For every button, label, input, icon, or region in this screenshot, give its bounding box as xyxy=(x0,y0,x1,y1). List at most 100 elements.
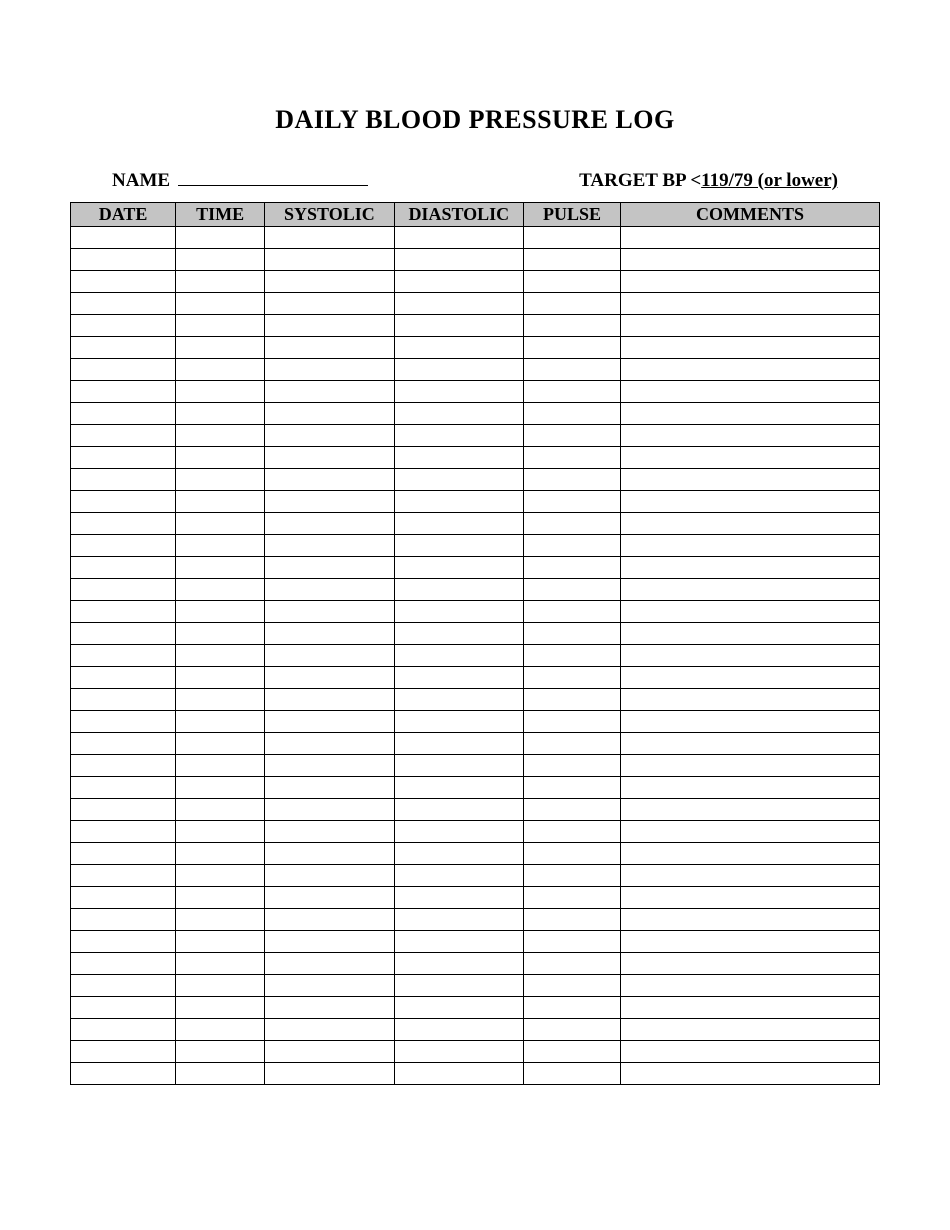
table-cell[interactable] xyxy=(265,227,394,249)
table-cell[interactable] xyxy=(176,1063,265,1085)
table-cell[interactable] xyxy=(265,843,394,865)
table-cell[interactable] xyxy=(394,513,523,535)
table-cell[interactable] xyxy=(621,689,880,711)
table-cell[interactable] xyxy=(524,601,621,623)
table-cell[interactable] xyxy=(265,513,394,535)
table-cell[interactable] xyxy=(524,1019,621,1041)
table-cell[interactable] xyxy=(524,711,621,733)
table-cell[interactable] xyxy=(176,227,265,249)
table-cell[interactable] xyxy=(176,755,265,777)
table-cell[interactable] xyxy=(524,557,621,579)
table-cell[interactable] xyxy=(71,777,176,799)
table-cell[interactable] xyxy=(621,557,880,579)
table-cell[interactable] xyxy=(71,689,176,711)
table-cell[interactable] xyxy=(621,953,880,975)
table-cell[interactable] xyxy=(265,711,394,733)
table-cell[interactable] xyxy=(621,997,880,1019)
table-cell[interactable] xyxy=(265,601,394,623)
table-cell[interactable] xyxy=(621,843,880,865)
table-cell[interactable] xyxy=(71,359,176,381)
table-cell[interactable] xyxy=(394,293,523,315)
table-cell[interactable] xyxy=(621,447,880,469)
table-cell[interactable] xyxy=(394,843,523,865)
table-cell[interactable] xyxy=(621,491,880,513)
table-cell[interactable] xyxy=(524,1063,621,1085)
table-cell[interactable] xyxy=(265,425,394,447)
table-cell[interactable] xyxy=(524,953,621,975)
table-cell[interactable] xyxy=(265,755,394,777)
table-cell[interactable] xyxy=(621,799,880,821)
table-cell[interactable] xyxy=(394,645,523,667)
table-cell[interactable] xyxy=(176,447,265,469)
table-cell[interactable] xyxy=(621,579,880,601)
table-cell[interactable] xyxy=(265,623,394,645)
table-cell[interactable] xyxy=(265,491,394,513)
table-cell[interactable] xyxy=(176,249,265,271)
table-cell[interactable] xyxy=(176,667,265,689)
table-cell[interactable] xyxy=(71,447,176,469)
table-cell[interactable] xyxy=(176,821,265,843)
table-cell[interactable] xyxy=(176,623,265,645)
table-cell[interactable] xyxy=(621,733,880,755)
table-cell[interactable] xyxy=(176,535,265,557)
table-cell[interactable] xyxy=(524,997,621,1019)
table-cell[interactable] xyxy=(621,711,880,733)
table-cell[interactable] xyxy=(265,315,394,337)
table-cell[interactable] xyxy=(524,447,621,469)
table-cell[interactable] xyxy=(71,909,176,931)
table-cell[interactable] xyxy=(176,975,265,997)
table-cell[interactable] xyxy=(71,271,176,293)
table-cell[interactable] xyxy=(176,909,265,931)
table-cell[interactable] xyxy=(394,1063,523,1085)
table-cell[interactable] xyxy=(71,667,176,689)
table-cell[interactable] xyxy=(265,1041,394,1063)
table-cell[interactable] xyxy=(394,689,523,711)
table-cell[interactable] xyxy=(265,953,394,975)
table-cell[interactable] xyxy=(176,799,265,821)
table-cell[interactable] xyxy=(265,887,394,909)
table-cell[interactable] xyxy=(524,931,621,953)
table-cell[interactable] xyxy=(621,359,880,381)
table-cell[interactable] xyxy=(394,1019,523,1041)
table-cell[interactable] xyxy=(265,447,394,469)
table-cell[interactable] xyxy=(394,799,523,821)
table-cell[interactable] xyxy=(176,425,265,447)
table-cell[interactable] xyxy=(71,293,176,315)
table-cell[interactable] xyxy=(621,755,880,777)
table-cell[interactable] xyxy=(394,997,523,1019)
table-cell[interactable] xyxy=(71,425,176,447)
table-cell[interactable] xyxy=(394,733,523,755)
table-cell[interactable] xyxy=(71,513,176,535)
table-cell[interactable] xyxy=(265,821,394,843)
table-cell[interactable] xyxy=(265,799,394,821)
table-cell[interactable] xyxy=(265,909,394,931)
table-cell[interactable] xyxy=(71,711,176,733)
table-cell[interactable] xyxy=(394,931,523,953)
table-cell[interactable] xyxy=(176,645,265,667)
table-cell[interactable] xyxy=(394,777,523,799)
table-cell[interactable] xyxy=(71,799,176,821)
table-cell[interactable] xyxy=(265,1019,394,1041)
table-cell[interactable] xyxy=(176,557,265,579)
table-cell[interactable] xyxy=(394,227,523,249)
table-cell[interactable] xyxy=(394,249,523,271)
table-cell[interactable] xyxy=(71,843,176,865)
table-cell[interactable] xyxy=(265,733,394,755)
table-cell[interactable] xyxy=(176,711,265,733)
table-cell[interactable] xyxy=(621,337,880,359)
table-cell[interactable] xyxy=(176,1041,265,1063)
table-cell[interactable] xyxy=(265,645,394,667)
table-cell[interactable] xyxy=(394,315,523,337)
table-cell[interactable] xyxy=(394,887,523,909)
table-cell[interactable] xyxy=(71,733,176,755)
table-cell[interactable] xyxy=(394,535,523,557)
table-cell[interactable] xyxy=(265,931,394,953)
table-cell[interactable] xyxy=(176,491,265,513)
table-cell[interactable] xyxy=(71,997,176,1019)
name-input-line[interactable] xyxy=(178,167,368,186)
table-cell[interactable] xyxy=(621,667,880,689)
table-cell[interactable] xyxy=(394,975,523,997)
table-cell[interactable] xyxy=(394,821,523,843)
table-cell[interactable] xyxy=(71,1041,176,1063)
table-cell[interactable] xyxy=(176,293,265,315)
